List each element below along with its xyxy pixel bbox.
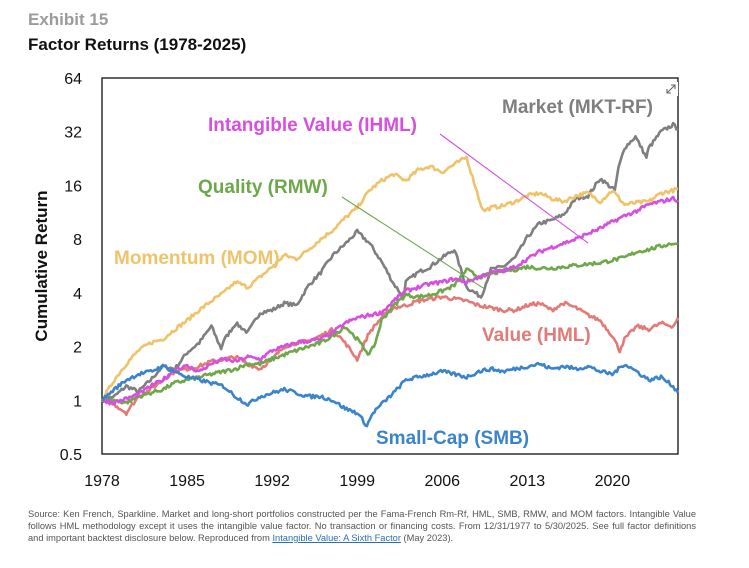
series-lines <box>101 121 680 428</box>
x-tick-label: 1992 <box>254 473 290 490</box>
label-intangible-value: Intangible Value (IHML) <box>208 115 417 136</box>
chart-title: Factor Returns (1978-2025) <box>28 35 247 54</box>
y-tick-label: 16 <box>64 178 82 195</box>
label-quality: Quality (RMW) <box>198 177 328 198</box>
x-tick-label: 1978 <box>84 473 120 490</box>
y-tick-label: 8 <box>73 232 82 249</box>
y-axis-label: Cumulative Return <box>32 190 51 341</box>
annotation-pointers <box>341 133 589 290</box>
x-axis-ticks: 1978 1985 1992 1999 2006 2013 2020 <box>84 473 630 490</box>
x-tick-label: 2013 <box>510 473 546 490</box>
x-tick-label: 1999 <box>339 473 375 490</box>
source-link[interactable]: Intangible Value: A Sixth Factor <box>272 533 401 543</box>
y-tick-label: 0.5 <box>60 447 82 464</box>
y-tick-label: 1 <box>73 393 82 410</box>
x-tick-label: 2006 <box>424 473 460 490</box>
y-tick-label: 2 <box>73 340 82 357</box>
label-value: Value (HML) <box>482 325 591 346</box>
label-momentum: Momentum (MOM) <box>114 248 280 269</box>
label-small-cap: Small-Cap (SMB) <box>376 428 529 449</box>
x-tick-label: 2020 <box>595 473 631 490</box>
factor-returns-chart: 0.5 1 2 4 8 16 32 64 1978 1985 1992 1999 2006 2013 20… <box>32 71 680 490</box>
y-axis-ticks: 0.5 1 2 4 8 16 32 64 <box>60 71 82 464</box>
source-note: Source: Ken French, Sparkline. Market an… <box>28 508 696 544</box>
pointer-line <box>439 133 589 244</box>
series-line-3 <box>101 242 679 405</box>
source-suffix: (May 2023). <box>400 533 454 543</box>
plot-frame <box>101 77 679 455</box>
series-line-5 <box>101 361 680 428</box>
label-market: Market (MKT-RF) <box>502 97 653 118</box>
x-tick-label: 1985 <box>169 473 205 490</box>
series-line-1 <box>101 155 679 402</box>
y-tick-label: 4 <box>73 286 82 303</box>
pointer-line <box>341 196 486 290</box>
expand-icon[interactable] <box>664 82 678 96</box>
exhibit-label: Exhibit 15 <box>28 10 109 29</box>
y-tick-label: 64 <box>64 71 82 88</box>
source-text: Source: Ken French, Sparkline. Market an… <box>28 509 696 543</box>
y-tick-label: 32 <box>64 125 82 142</box>
